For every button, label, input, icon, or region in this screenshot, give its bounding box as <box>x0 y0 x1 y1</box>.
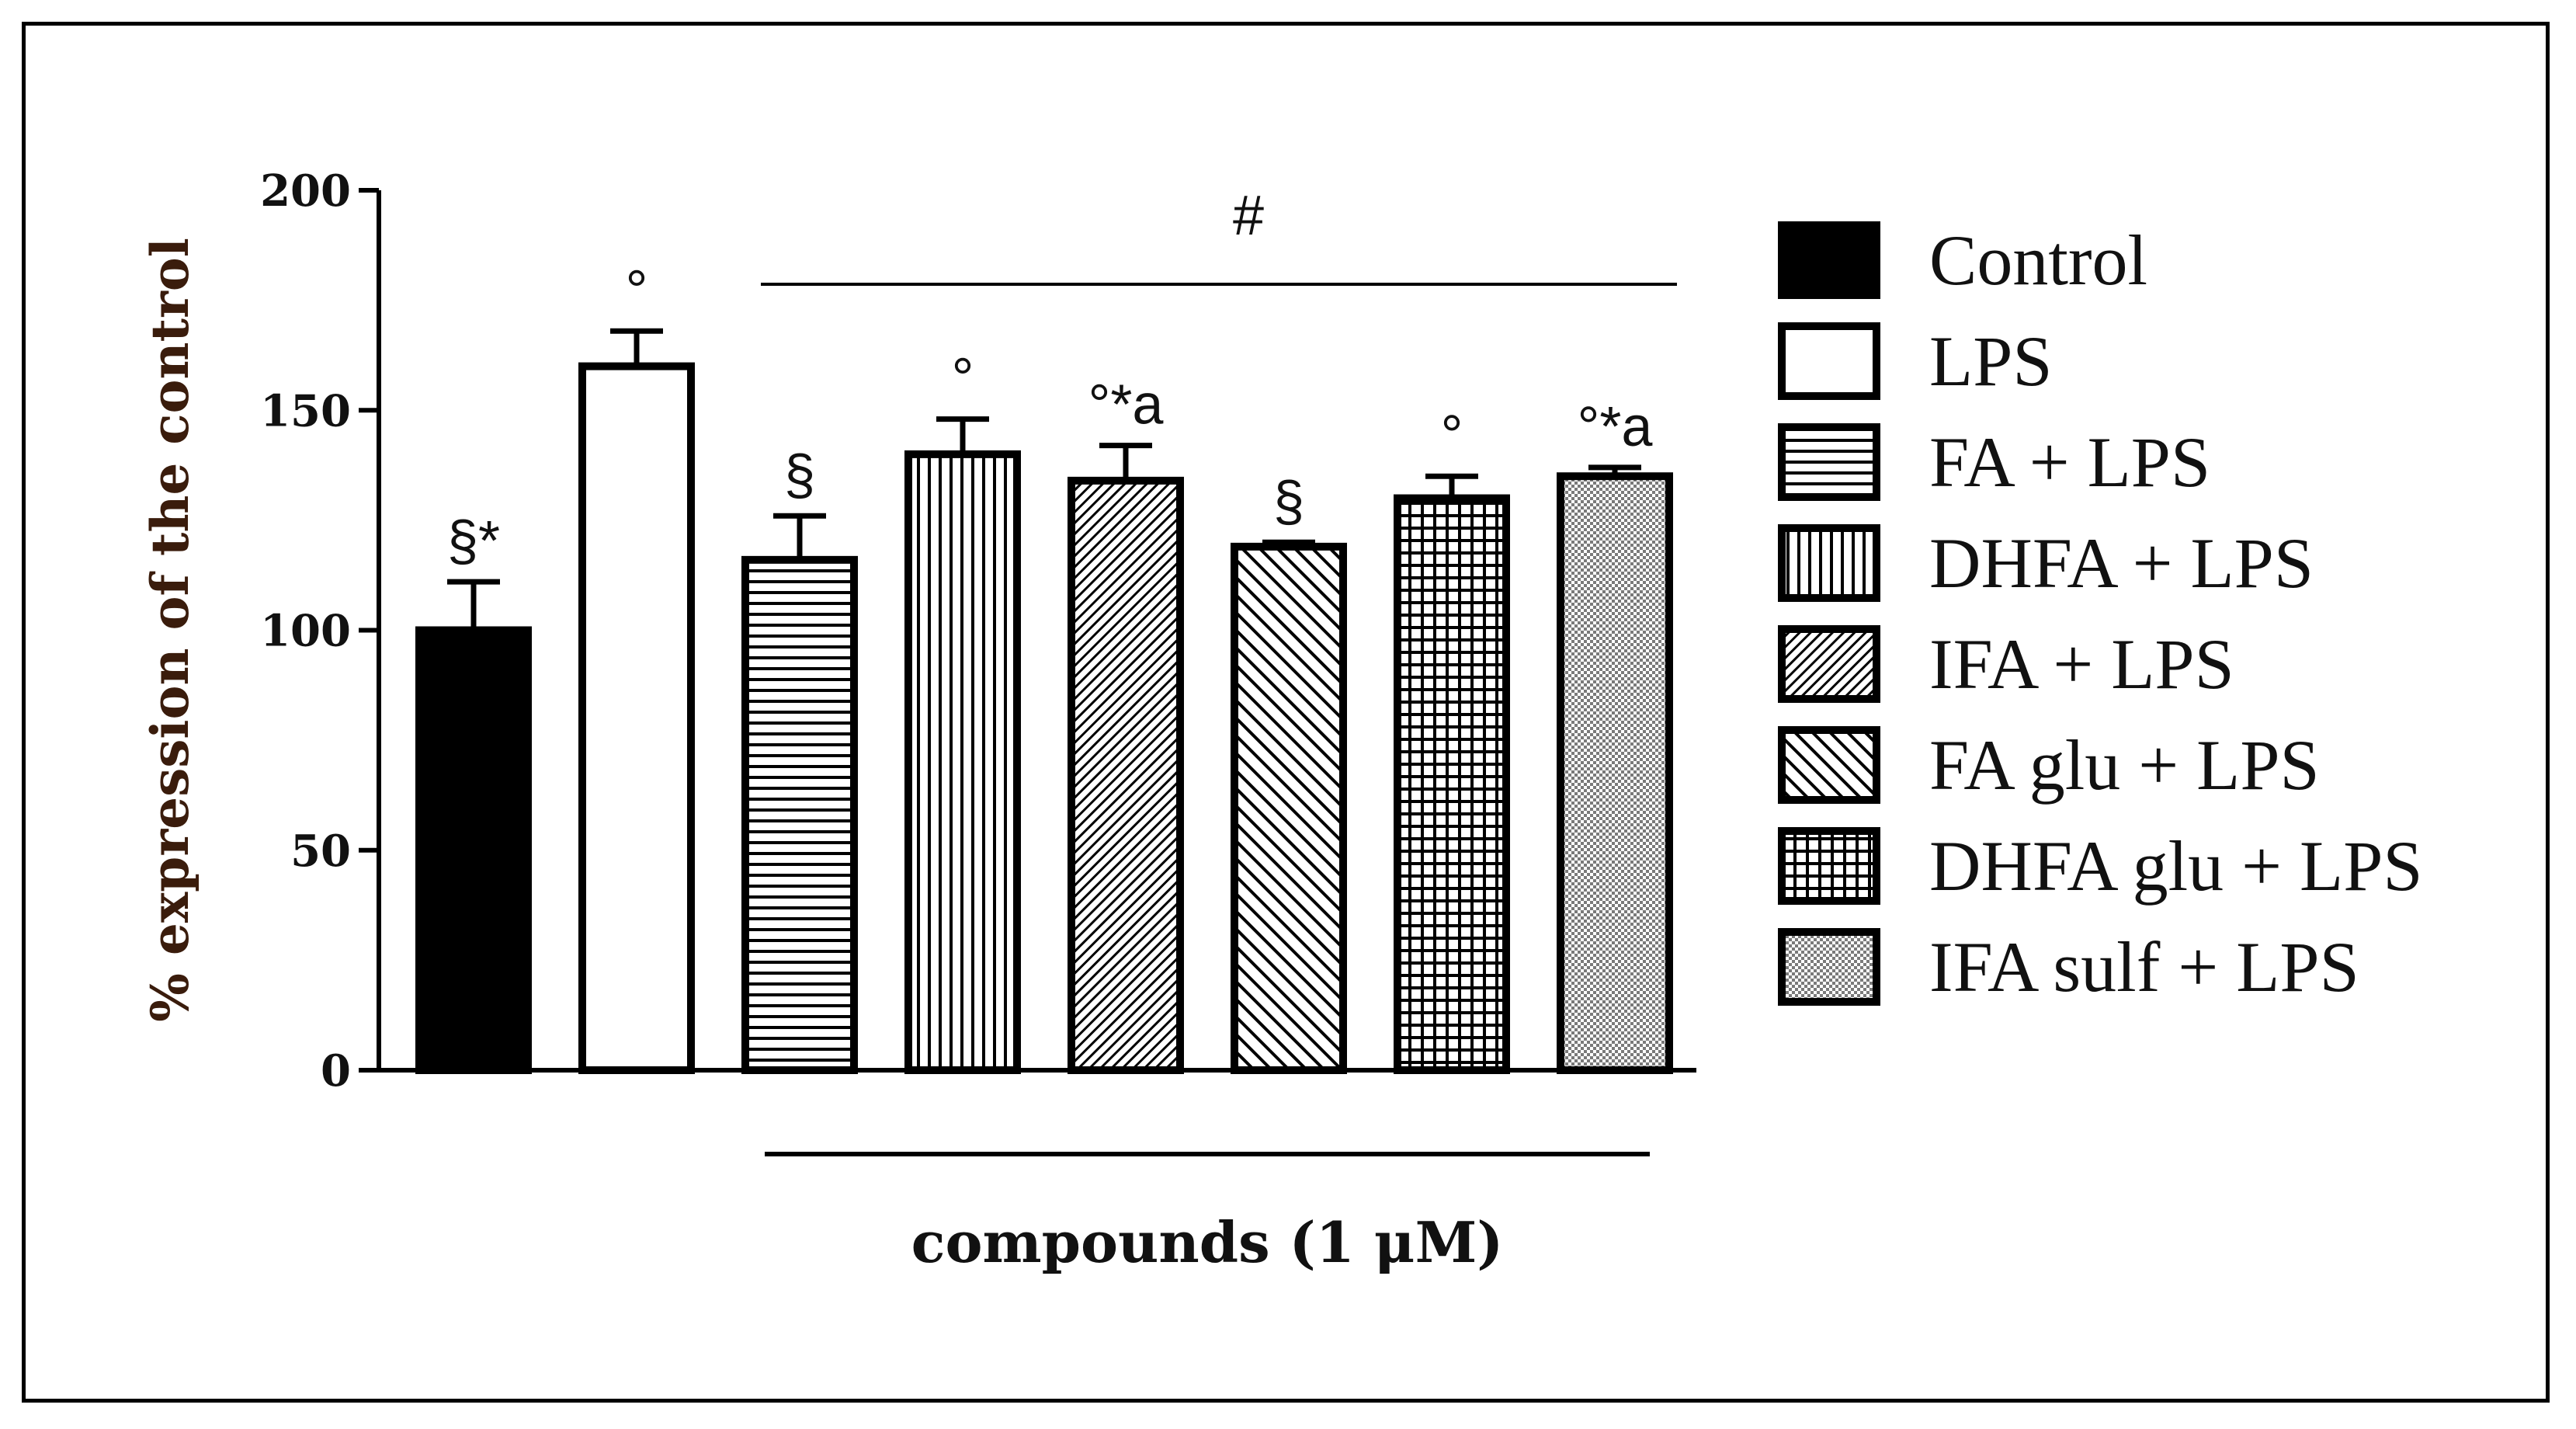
legend-label: DHFA + LPS <box>1929 523 2314 603</box>
legend-swatch <box>1778 726 1880 804</box>
bar-ifa-sulf-lps <box>1557 472 1673 1074</box>
group-bracket-label: # <box>1233 185 1264 247</box>
bar-fa-glu-lps <box>1231 542 1347 1074</box>
bar-ifa-lps <box>1068 476 1184 1074</box>
bar-fa-lps <box>741 555 858 1074</box>
significance-label: ° <box>626 259 648 322</box>
bar-control <box>415 626 532 1074</box>
legend-swatch <box>1778 524 1880 602</box>
legend-label: IFA sulf + LPS <box>1929 927 2359 1007</box>
significance-label: ° <box>952 348 974 410</box>
legend-label: LPS <box>1929 322 2053 401</box>
legend-label: Control <box>1929 221 2147 300</box>
annotations: §* ° § ° °*a § ° °*a <box>447 259 1653 572</box>
x-axis-label: compounds (1 μM) <box>911 1209 1504 1275</box>
legend-swatch <box>1778 221 1880 299</box>
y-ticks: 0 50 100 150 200 <box>260 165 379 1097</box>
y-tick-label: 50 <box>290 826 351 877</box>
legend: Control LPS FA + LPS DHFA + LPS IFA + LPS FA … <box>1778 221 2423 1007</box>
legend-swatch <box>1778 322 1880 400</box>
significance-label: § <box>1273 471 1304 533</box>
bar-dhfa-glu-lps <box>1394 494 1510 1074</box>
significance-label: § <box>784 444 815 506</box>
y-tick-label: 150 <box>260 385 351 436</box>
legend-swatch <box>1778 928 1880 1006</box>
significance-label: °*a <box>1578 396 1654 458</box>
bar-lps <box>578 362 695 1075</box>
y-tick-label: 0 <box>321 1045 351 1097</box>
legend-label: FA glu + LPS <box>1929 725 2320 805</box>
legend-swatch <box>1778 625 1880 703</box>
legend-label: FA + LPS <box>1929 422 2210 502</box>
y-tick-label: 100 <box>260 606 351 657</box>
legend-label: IFA + LPS <box>1929 624 2234 704</box>
bars <box>415 362 1673 1075</box>
bar-dhfa-lps <box>904 450 1021 1074</box>
significance-label: ° <box>1441 405 1463 467</box>
y-axis-label: % expression of the control <box>140 238 200 1022</box>
legend-swatch <box>1778 827 1880 905</box>
y-tick-label: 200 <box>260 165 351 217</box>
legend-label: DHFA glu + LPS <box>1929 826 2423 906</box>
significance-label: §* <box>447 510 500 572</box>
figure-frame <box>22 22 2550 1403</box>
error-bars <box>447 328 1641 631</box>
significance-label: °*a <box>1088 374 1165 436</box>
legend-swatch <box>1778 423 1880 501</box>
